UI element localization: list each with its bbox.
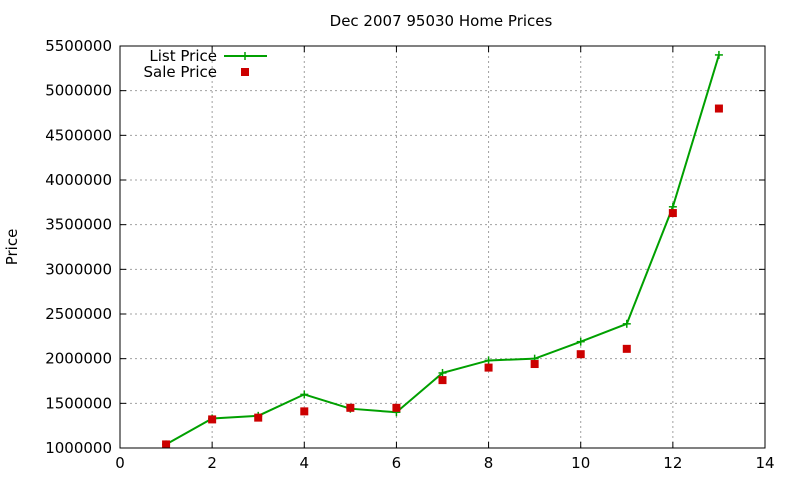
chart-title: Dec 2007 95030 Home Prices xyxy=(330,12,553,30)
data-point xyxy=(300,390,309,399)
x-tick-label: 6 xyxy=(392,454,402,472)
x-tick-label: 0 xyxy=(115,454,125,472)
data-point xyxy=(438,376,447,385)
plot-series xyxy=(162,50,723,449)
plot-frame xyxy=(119,45,766,449)
y-tick-label: 4500000 xyxy=(45,126,112,144)
y-tick-label: 4000000 xyxy=(45,171,112,189)
y-tick-label: 2000000 xyxy=(45,350,112,368)
data-point xyxy=(622,319,631,328)
legend-square-marker xyxy=(241,68,249,76)
data-point xyxy=(254,413,263,422)
data-point xyxy=(714,104,723,113)
legend-label: Sale Price xyxy=(144,63,217,81)
legend-label: List Price xyxy=(149,47,217,65)
data-point xyxy=(392,403,401,412)
axis-ticks: 0 2 4 6 8 10 12 14 1000000 1500000 2000000 2500000 3… xyxy=(45,37,774,472)
x-tick-label: 12 xyxy=(663,454,682,472)
y-tick-label: 5000000 xyxy=(45,82,112,100)
x-tick-label: 14 xyxy=(755,454,774,472)
grid-lines xyxy=(120,46,765,448)
data-point xyxy=(484,356,493,365)
series-line xyxy=(165,54,720,446)
data-point xyxy=(300,407,309,416)
data-point xyxy=(208,415,217,424)
y-tick-label: 2500000 xyxy=(45,305,112,323)
y-tick-label: 3000000 xyxy=(45,260,112,278)
x-tick-label: 8 xyxy=(484,454,494,472)
y-tick-label: 5500000 xyxy=(45,37,112,55)
data-point xyxy=(530,360,539,369)
y-tick-label: 1000000 xyxy=(45,439,112,457)
series-sale-price xyxy=(162,104,723,449)
y-tick-label: 1500000 xyxy=(45,394,112,412)
data-point xyxy=(484,363,493,372)
legend-cross-marker xyxy=(241,52,249,60)
data-point xyxy=(162,440,171,449)
data-point xyxy=(714,50,723,59)
data-point xyxy=(438,368,447,377)
y-axis-label: Price xyxy=(3,229,21,266)
x-tick-label: 2 xyxy=(207,454,217,472)
y-tick-label: 3500000 xyxy=(45,216,112,234)
x-tick-label: 4 xyxy=(300,454,310,472)
series-list-price xyxy=(162,50,723,449)
data-point xyxy=(622,344,631,353)
data-point xyxy=(346,403,355,412)
x-tick-label: 10 xyxy=(571,454,590,472)
data-point xyxy=(668,209,677,218)
data-point xyxy=(576,350,585,359)
data-point xyxy=(576,337,585,346)
